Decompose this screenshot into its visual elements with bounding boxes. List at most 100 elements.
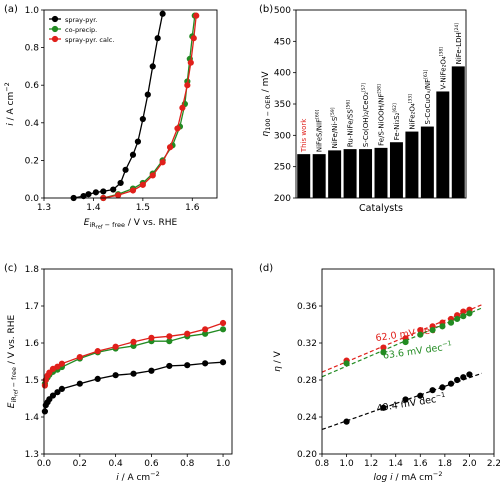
panel-c-ylabel: EiRref − free / V vs. RHE <box>7 314 20 408</box>
label-span: −2 <box>150 470 160 478</box>
series-c-point <box>130 338 137 345</box>
panel-d-x-tick-label: 1.6 <box>413 459 428 469</box>
panel-b-y-tick-label: 250 <box>274 163 291 173</box>
legend-a-swatch-marker <box>51 35 59 43</box>
label-span: −2 <box>433 470 443 478</box>
series-a-point <box>159 159 166 166</box>
tafel-d-label: 63.6 mV dec−1 <box>382 339 453 362</box>
series-d-point <box>417 392 424 399</box>
series-a-point <box>174 125 181 132</box>
series-a-point <box>187 59 194 66</box>
series-a-point <box>149 63 156 70</box>
series-a-point <box>190 35 197 42</box>
panel-c-x-tick-label: 1.0 <box>216 459 231 469</box>
label-span: Fe/S-NiOOH/NF <box>378 93 386 145</box>
panel-a-y-tick-label: 0.2 <box>25 156 39 166</box>
panel-c-x-tick-label: 0.2 <box>73 459 87 469</box>
panel-b-xlabel: Catalysts <box>359 203 403 214</box>
bar-b-label: NiFe-LDH[24] <box>454 23 463 65</box>
panel-d-x-tick-label: 2.0 <box>462 459 477 469</box>
legend-a-swatch-marker <box>51 25 59 33</box>
label-span: NiFe₂O₄ <box>408 103 416 129</box>
bar-b <box>359 149 373 198</box>
panel-a-ylabel: i / A cm−2 <box>3 82 16 126</box>
series-d-point <box>402 338 409 346</box>
series-d-point <box>439 384 446 391</box>
series-d-point <box>447 380 455 387</box>
series-d-point <box>466 371 473 378</box>
label-span: [24] <box>454 23 460 32</box>
label-span: E <box>84 218 90 228</box>
panel-a-x-tick-label: 1.3 <box>37 203 51 213</box>
panel-a-y-tick-label: 1.0 <box>25 6 40 16</box>
series-a-point <box>144 91 151 98</box>
bar-b <box>451 66 465 199</box>
label-span: 100 − OER <box>264 95 272 131</box>
panel-c-x-tick-label: 0.6 <box>144 459 159 469</box>
series-d-point <box>466 310 473 317</box>
legend-a-entry: spray-pyr. calc. <box>65 36 114 44</box>
series-a-point <box>139 181 146 188</box>
panel-c: (c) 0.0 0.2 0.4 0.6 0.8 1.0 1.3 1.4 1.5 1.6 1.7 1.8 i… <box>4 263 233 483</box>
panel-a-y-tick-label: 0.4 <box>25 119 40 129</box>
series-a-point <box>100 188 107 195</box>
panel-d-y-tick-label: 0.36 <box>297 302 317 312</box>
series-a-point <box>92 189 100 196</box>
panel-d-x-tick-label: 2.2 <box>487 459 500 469</box>
legend-a-swatch-marker <box>51 15 59 23</box>
label-span: − free <box>103 221 125 229</box>
panel-a-y-tick-label: 0.8 <box>25 44 40 54</box>
series-c-point <box>202 326 209 333</box>
series-a-point <box>139 115 146 123</box>
series-c-point <box>148 334 155 341</box>
panel-d-x-tick-label: 0.8 <box>315 459 330 469</box>
series-c-point <box>202 360 209 367</box>
series-c-point <box>94 375 101 382</box>
panel-c-axes <box>43 268 233 455</box>
series-c-point <box>76 353 83 361</box>
panel-b-ylabel: η100 − OER / mV <box>261 71 272 137</box>
series-a-point <box>117 179 124 187</box>
series-a-point <box>129 187 137 194</box>
panel-d: (d)62.0 mV dec−163.6 mV dec−149.4 mV dec… <box>259 263 500 483</box>
label-span: log i <box>374 473 394 483</box>
bar-b <box>343 149 357 198</box>
series-c-point <box>112 372 119 379</box>
label-span: [56] <box>346 100 352 109</box>
label-span: iR <box>89 221 96 229</box>
label-span: / mV <box>261 71 271 96</box>
series-c-point <box>219 319 227 327</box>
bar-b-label: NiFeS/NIF[60] <box>315 109 324 152</box>
panel-c-x-tick-label: 0.4 <box>108 459 123 469</box>
label-span: V-NiFe₂O₄ <box>439 56 447 89</box>
bar-b <box>420 126 434 198</box>
panel-d-y-tick-label: 0.32 <box>297 339 317 349</box>
panel-d-x-tick-label: 1.2 <box>364 459 378 469</box>
panel-d-letter: (d) <box>259 263 273 274</box>
series-c-point <box>94 348 101 355</box>
panel-d-y-tick-label: 0.24 <box>297 413 317 423</box>
label-span: ref <box>14 389 20 396</box>
panel-c-y-tick-label: 1.8 <box>25 265 40 275</box>
panel-a-y-tick-label: 0.0 <box>25 194 40 204</box>
series-d-point <box>402 396 409 403</box>
panel-c-x-tick-label: 0.8 <box>180 459 195 469</box>
bar-b <box>374 147 388 198</box>
legend-a-entry: spray-pyr. <box>65 16 97 24</box>
series-d-point <box>429 387 436 394</box>
bar-b-label: S-Co(OH)₂/CeO₂[57] <box>361 83 370 148</box>
series-a-point <box>166 144 174 151</box>
label-span: S-Co(OH)₂/CeO₂ <box>362 92 370 147</box>
series-c-point <box>166 333 173 340</box>
bar-b-label: Fe/S-NiOOH/NF[58] <box>377 84 386 146</box>
panel-c-y-tick-label: 1.4 <box>25 413 40 423</box>
bar-b <box>328 150 342 198</box>
label-span: / V vs. RHE <box>125 218 178 228</box>
bar-b-label: This work <box>300 118 308 153</box>
series-c-point <box>54 389 61 396</box>
panel-d-y-tick-label: 0.28 <box>297 376 317 386</box>
panel-d-x-tick-label: 1.8 <box>438 459 453 469</box>
bar-b <box>389 142 403 198</box>
bar-b-label: NiFe/Ni-S[59] <box>330 107 339 148</box>
label-span: [33] <box>407 94 413 103</box>
